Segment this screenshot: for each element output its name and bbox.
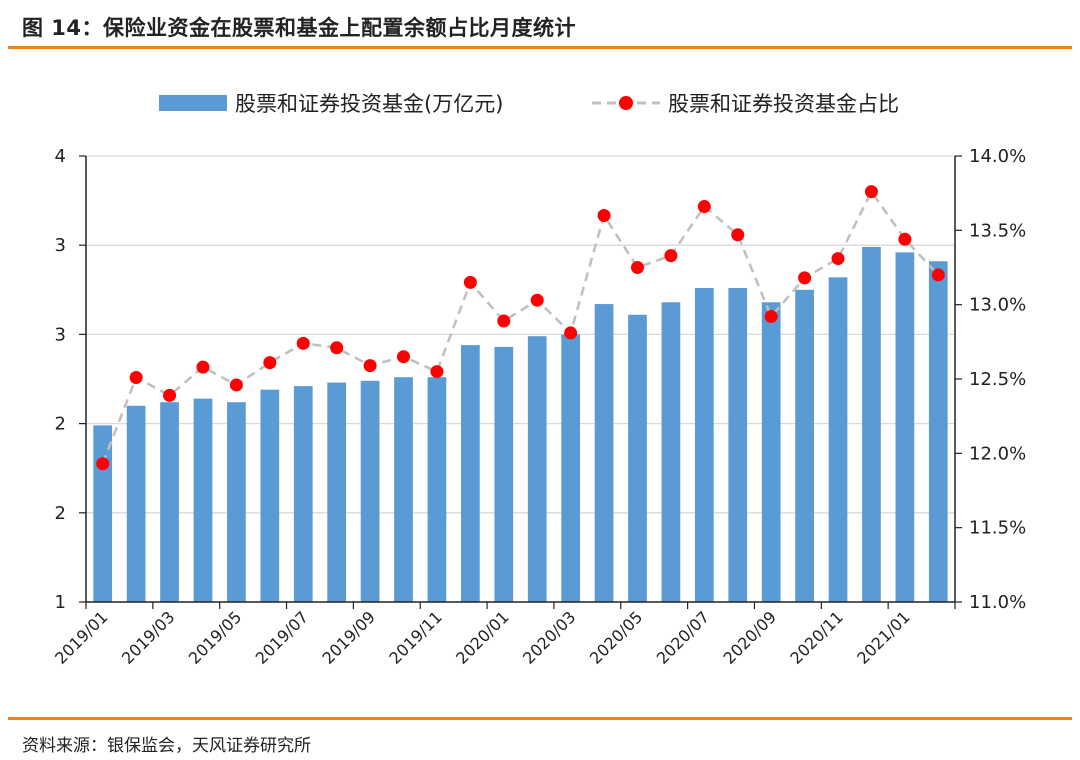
bar [661,302,681,602]
bar [160,402,179,602]
left-tick-label: 2 [55,503,66,524]
bar [828,277,848,602]
ratio-point [497,314,511,328]
figure-title: 图 14：保险业资金在股票和基金上配置余额占比月度统计 [22,16,577,40]
source-note: 资料来源：银保监会，天风证券研究所 [22,736,311,756]
bar [862,246,881,602]
ratio-point [330,341,344,355]
x-tick-label: 2020/01 [452,607,512,667]
right-tick-label: 12.5% [969,369,1026,390]
right-tick-label: 13.0% [969,295,1026,316]
left-tick-label: 1 [55,592,66,613]
right-tick-label: 11.5% [969,518,1026,539]
left-tick-label: 3 [55,235,66,256]
ratio-point [296,336,310,350]
bar [260,389,280,602]
ratio-point [196,360,210,374]
ratio-point [597,208,611,222]
right-tick-label: 11.0% [969,592,1026,613]
right-axis-ticks: 11.0% 11.5% 12.0% 12.5% 13.0% 13.5% 14.0% [955,146,1026,613]
ratio-point [798,271,812,285]
gridlines [86,155,955,514]
x-tick-label: 2019/01 [51,607,111,667]
legend-bar-label: 股票和证券投资基金(万亿元) [235,92,503,116]
left-tick-label: 2 [55,414,66,435]
ratio-point [864,185,878,199]
x-tick-label: 2020/09 [720,607,780,667]
bar [928,261,948,602]
bar [193,398,213,602]
left-axis-ticks: 1 2 2 3 3 4 [55,146,86,613]
bar [494,346,514,602]
bar [728,288,748,602]
bar [561,334,580,602]
right-tick-label: 14.0% [969,146,1026,167]
bar [527,336,547,602]
bar [293,386,313,602]
bar [795,289,814,602]
left-tick-label: 4 [55,146,66,167]
combo-chart: 1 2 2 3 3 4 11.0% 11.5% 12.0% 12.5% 13.0% 13.5% 14.… [51,92,1026,668]
ratio-point [430,365,444,379]
header-rule [8,46,1072,49]
ratio-point [831,252,845,266]
ratio-point [397,350,411,364]
ratio-point [96,457,110,471]
ratio-point [564,326,578,340]
bar [327,382,347,602]
ratio-point [697,200,711,214]
ratio-line [101,189,940,465]
x-tick-label: 2019/07 [252,607,312,667]
bar [126,405,146,602]
left-tick-label: 3 [55,324,66,345]
ratio-point [229,378,243,392]
x-tick-label: 2021/01 [853,607,913,667]
bar [360,380,380,602]
x-tick-label: 2019/03 [118,607,178,667]
right-tick-label: 13.5% [969,220,1026,241]
bar-series [93,246,948,602]
ratio-point [764,310,778,324]
ratio-point [263,356,277,370]
ratio-point [731,228,745,242]
ratio-point [931,268,945,282]
ratio-point [163,388,177,402]
ratio-point [530,293,544,307]
x-tick-label: 2020/11 [786,607,846,667]
bar [461,345,480,602]
bar [93,425,113,602]
axes [85,156,956,609]
ratio-point [463,275,477,289]
footer-rule [8,717,1072,720]
legend-marker-swatch [619,96,633,110]
bar [227,402,246,602]
legend-line-label: 股票和证券投资基金占比 [668,92,899,116]
x-tick-label: 2020/05 [586,607,646,667]
right-tick-label: 12.0% [969,443,1026,464]
x-tick-label: 2020/07 [653,607,713,667]
ratio-point [898,232,912,246]
bar [895,252,915,602]
ratio-point [664,249,678,263]
x-tick-label: 2019/05 [185,607,245,667]
bar [394,377,413,602]
bar [594,304,614,602]
line-series [96,185,945,471]
bar [694,288,714,602]
legend: 股票和证券投资基金(万亿元) 股票和证券投资基金占比 [159,92,899,116]
ratio-point [363,359,377,373]
bar [761,302,781,602]
x-axis-ticks: 2019/01 2019/03 2019/05 2019/07 2019/09 2019/… [51,607,914,667]
legend-bar-swatch [159,95,227,111]
ratio-point [129,371,143,385]
ratio-point [630,261,644,274]
x-tick-label: 2019/09 [318,607,378,667]
x-tick-label: 2020/03 [519,607,579,667]
bar [628,314,647,602]
x-tick-label: 2019/11 [385,607,445,667]
bar [427,377,447,602]
